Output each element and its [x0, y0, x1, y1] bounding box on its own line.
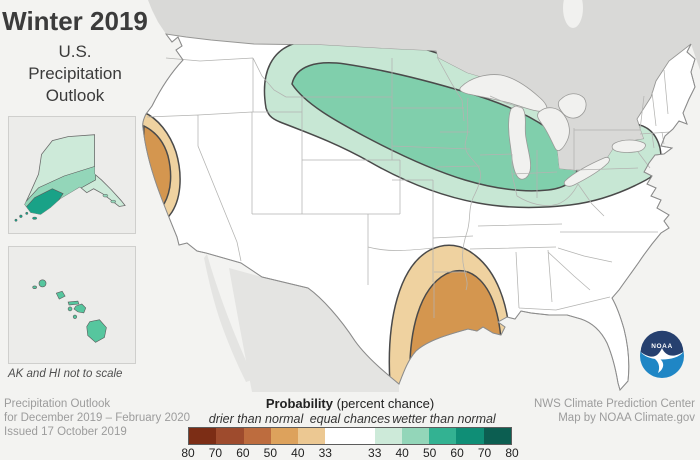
georgian-bay	[557, 93, 587, 119]
lake-ontario	[611, 139, 646, 153]
legend-bar	[188, 427, 512, 445]
legend-swatch	[374, 428, 402, 444]
legend-swatch	[429, 428, 457, 444]
aleutian-islands	[14, 211, 38, 222]
legend-tick-label: 60	[450, 446, 464, 460]
noaa-logo: NOAA	[640, 330, 684, 378]
issuance-line-3: Issued 17 October 2019	[4, 426, 127, 438]
island-molokai	[67, 300, 80, 306]
island-kauai	[38, 279, 47, 288]
legend-swatch	[216, 428, 244, 444]
hawaii-inset	[8, 246, 136, 364]
legend-title-rest: (percent chance)	[333, 396, 435, 411]
seagull-body-icon	[655, 359, 664, 373]
james-bay-water	[563, 0, 583, 28]
alaska-map	[14, 134, 126, 222]
us-national-outline	[142, 33, 696, 392]
legend-swatch	[243, 428, 271, 444]
legend-tick-label: 40	[395, 446, 409, 460]
us-precipitation-map: NOAA	[142, 0, 700, 392]
island-niihau	[32, 285, 37, 289]
lake-huron	[537, 107, 570, 151]
legend-tick-label: 80	[505, 446, 519, 460]
legend-swatch	[483, 428, 511, 444]
legend-tick-label: 33	[368, 446, 382, 460]
legend-swatch	[298, 428, 326, 444]
issuance-info: Precipitation Outlook for December 2019 …	[4, 397, 190, 439]
legend-swatch	[401, 428, 430, 444]
legend-tick-label: 70	[477, 446, 492, 460]
island-maui	[73, 303, 87, 314]
credit-line-2: Map by NOAA Climate.gov	[558, 412, 695, 424]
legend-tick-label: 50	[263, 446, 278, 460]
subtitle-line-2: Precipitation	[28, 64, 122, 84]
issuance-line-1: Precipitation Outlook	[4, 398, 111, 410]
legend-title: Probability (percent chance)	[188, 396, 512, 411]
credit-info: NWS Climate Prediction Center Map by NOA…	[534, 397, 695, 425]
probability-legend: Probability (percent chance) drier than …	[181, 396, 518, 460]
legend-tick-label: 80	[181, 446, 195, 460]
legend-tick-label: 60	[236, 446, 250, 460]
legend-tick-label: 70	[208, 446, 223, 460]
subtitle-line-1: U.S.	[58, 42, 92, 61]
legend-tick-label: 50	[422, 446, 437, 460]
seagull-icon	[640, 348, 684, 360]
legend-label-drier: drier than normal	[208, 412, 304, 426]
legend-swatch	[270, 428, 299, 444]
page-title: Winter 2019	[2, 6, 148, 36]
noaa-logo-text: NOAA	[651, 343, 673, 350]
legend-title-bold: Probability	[265, 396, 333, 411]
hawaiian-islands	[32, 279, 107, 343]
island-kahoolawe	[72, 314, 78, 319]
subtitle-line-3: Outlook	[45, 86, 105, 106]
great-lakes	[459, 74, 646, 187]
island-oahu	[55, 290, 66, 300]
legend-group-labels: drier than normal equal chances wetter t…	[188, 411, 512, 427]
island-lanai	[67, 306, 73, 312]
state-borders	[146, 56, 671, 318]
issuance-line-2: for December 2019 – February 2020	[4, 412, 191, 424]
baja-california-landmass	[204, 254, 252, 382]
lake-erie	[563, 156, 610, 187]
page-subtitle: U.S. Precipitation Outlook	[0, 41, 150, 107]
mexico-landmass	[229, 268, 399, 392]
credit-line-1: NWS Climate Prediction Center	[533, 398, 695, 410]
legend-tick-label: 40	[291, 446, 305, 460]
legend-ticks: 80 70 60 50 40 33 33 40 50 60 70 80	[181, 445, 518, 460]
legend-label-wetter: wetter than normal	[392, 412, 496, 426]
legend-swatch	[325, 428, 375, 444]
legend-swatch	[189, 428, 217, 444]
alaska-panhandle-islands	[102, 194, 116, 204]
legend-swatch	[456, 428, 484, 444]
legend-tick-label: 33	[318, 446, 332, 460]
alaska-inset	[8, 116, 136, 234]
title-block: Winter 2019 U.S. Precipitation Outlook	[0, 6, 150, 107]
legend-label-equal: equal chances	[309, 412, 391, 426]
inset-note: AK and HI not to scale	[8, 368, 123, 380]
island-hawaii	[86, 319, 107, 343]
noaa-logo-crest	[640, 330, 684, 359]
hawaii-map	[32, 279, 107, 343]
lake-michigan	[508, 105, 531, 180]
